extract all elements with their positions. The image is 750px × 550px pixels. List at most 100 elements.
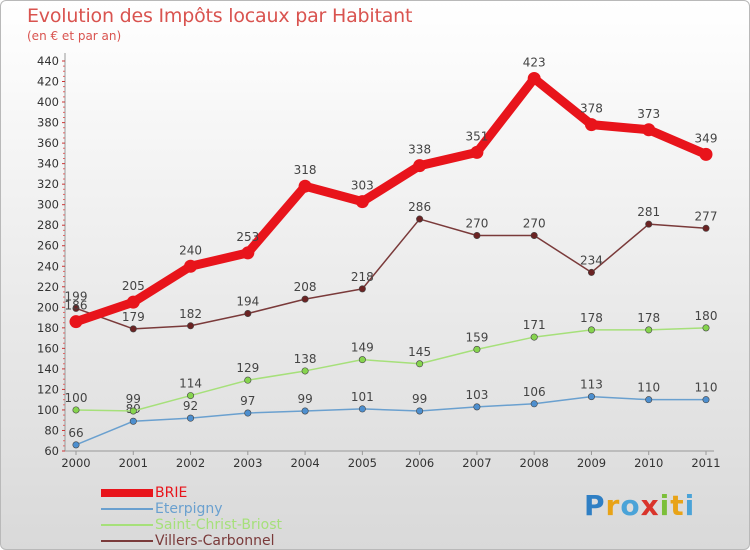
x-tick-label: 2003 — [233, 456, 262, 470]
data-label: 145 — [408, 345, 431, 359]
data-point — [416, 215, 424, 223]
data-point — [358, 405, 366, 413]
data-point — [69, 315, 83, 329]
data-label: 110 — [637, 381, 660, 395]
data-label: 113 — [580, 378, 603, 392]
data-point — [358, 356, 366, 364]
legend-label: Villers-Carbonnel — [155, 533, 275, 549]
y-tick-label: 400 — [37, 95, 59, 109]
data-point — [473, 403, 481, 411]
data-point — [187, 322, 195, 330]
data-point — [244, 409, 252, 417]
legend-swatch — [101, 489, 153, 497]
data-label: 149 — [351, 341, 374, 355]
data-point — [241, 246, 255, 260]
y-tick-label: 160 — [37, 341, 59, 355]
data-label: 97 — [240, 394, 255, 408]
x-tick-label: 2006 — [405, 456, 434, 470]
x-tick-label: 2007 — [462, 456, 491, 470]
legend-item: Villers-Carbonnel — [101, 533, 282, 549]
data-label: 92 — [183, 399, 198, 413]
data-point — [530, 333, 538, 341]
data-label: 349 — [695, 131, 718, 145]
x-tick-label: 2009 — [577, 456, 606, 470]
data-label: 270 — [523, 216, 546, 230]
data-label: 103 — [465, 388, 488, 402]
x-tick-label: 2001 — [119, 456, 148, 470]
data-point — [642, 123, 656, 137]
data-label: 281 — [637, 205, 660, 219]
data-point — [416, 407, 424, 415]
legend-label: Saint-Christ-Briost — [155, 517, 282, 533]
data-label: 194 — [236, 294, 259, 308]
data-label: 178 — [637, 311, 660, 325]
data-label: 99 — [297, 392, 312, 406]
data-point — [587, 326, 595, 334]
data-point — [702, 324, 710, 332]
data-point — [702, 224, 710, 232]
data-point — [470, 145, 484, 159]
data-point — [645, 396, 653, 404]
data-point — [530, 400, 538, 408]
data-label: 99 — [126, 392, 141, 406]
data-point — [473, 231, 481, 239]
x-tick-label: 2000 — [61, 456, 90, 470]
y-tick-label: 320 — [37, 177, 59, 191]
data-point — [355, 195, 369, 209]
data-label: 178 — [580, 311, 603, 325]
chart-legend: BRIE Eterpigny Saint-Christ-Briost Villers-… — [101, 485, 282, 549]
data-point — [527, 71, 541, 85]
data-point — [244, 376, 252, 384]
y-tick-label: 60 — [44, 444, 59, 458]
y-tick-label: 200 — [37, 300, 59, 314]
data-label: 182 — [179, 307, 202, 321]
data-point — [473, 345, 481, 353]
legend-item: Eterpigny — [101, 501, 282, 517]
data-point — [584, 118, 598, 132]
data-label: 277 — [695, 209, 718, 223]
data-point — [587, 393, 595, 401]
y-tick-label: 240 — [37, 259, 59, 273]
data-point — [358, 285, 366, 293]
data-point — [645, 220, 653, 228]
x-tick-label: 2005 — [348, 456, 377, 470]
y-tick-label: 300 — [37, 198, 59, 212]
data-point — [702, 396, 710, 404]
data-point — [301, 295, 309, 303]
data-label: 186 — [65, 299, 88, 313]
logo-letter: o — [620, 489, 641, 522]
legend-label: BRIE — [155, 485, 188, 501]
chart-subtitle: (en € et par an) — [27, 29, 122, 43]
x-tick-label: 2008 — [520, 456, 549, 470]
data-label: 110 — [695, 381, 718, 395]
data-label: 205 — [122, 279, 145, 293]
data-point — [645, 326, 653, 334]
y-tick-label: 420 — [37, 75, 59, 89]
data-point — [699, 147, 713, 161]
legend-item: BRIE — [101, 485, 282, 501]
data-label: 218 — [351, 270, 374, 284]
data-point — [184, 259, 198, 273]
data-label: 138 — [294, 352, 317, 366]
x-tick-label: 2011 — [691, 456, 720, 470]
chart-title: Evolution des Impôts locaux par Habitant — [27, 5, 413, 27]
series-line-eterpigny — [75, 395, 707, 446]
y-tick-label: 340 — [37, 157, 59, 171]
y-tick-label: 380 — [37, 116, 59, 130]
logo-letter: i — [684, 489, 696, 522]
y-tick-label: 360 — [37, 136, 59, 150]
data-label: 286 — [408, 200, 431, 214]
data-label: 179 — [122, 310, 145, 324]
data-label: 171 — [523, 318, 546, 332]
data-label: 100 — [65, 391, 88, 405]
data-label: 180 — [695, 309, 718, 323]
data-label: 106 — [523, 385, 546, 399]
x-tick-label: 2002 — [176, 456, 205, 470]
data-point — [126, 295, 140, 309]
data-label: 66 — [68, 426, 83, 440]
data-label: 270 — [465, 216, 488, 230]
y-tick-label: 260 — [37, 239, 59, 253]
data-label: 351 — [465, 129, 488, 143]
data-label: 378 — [580, 102, 603, 116]
